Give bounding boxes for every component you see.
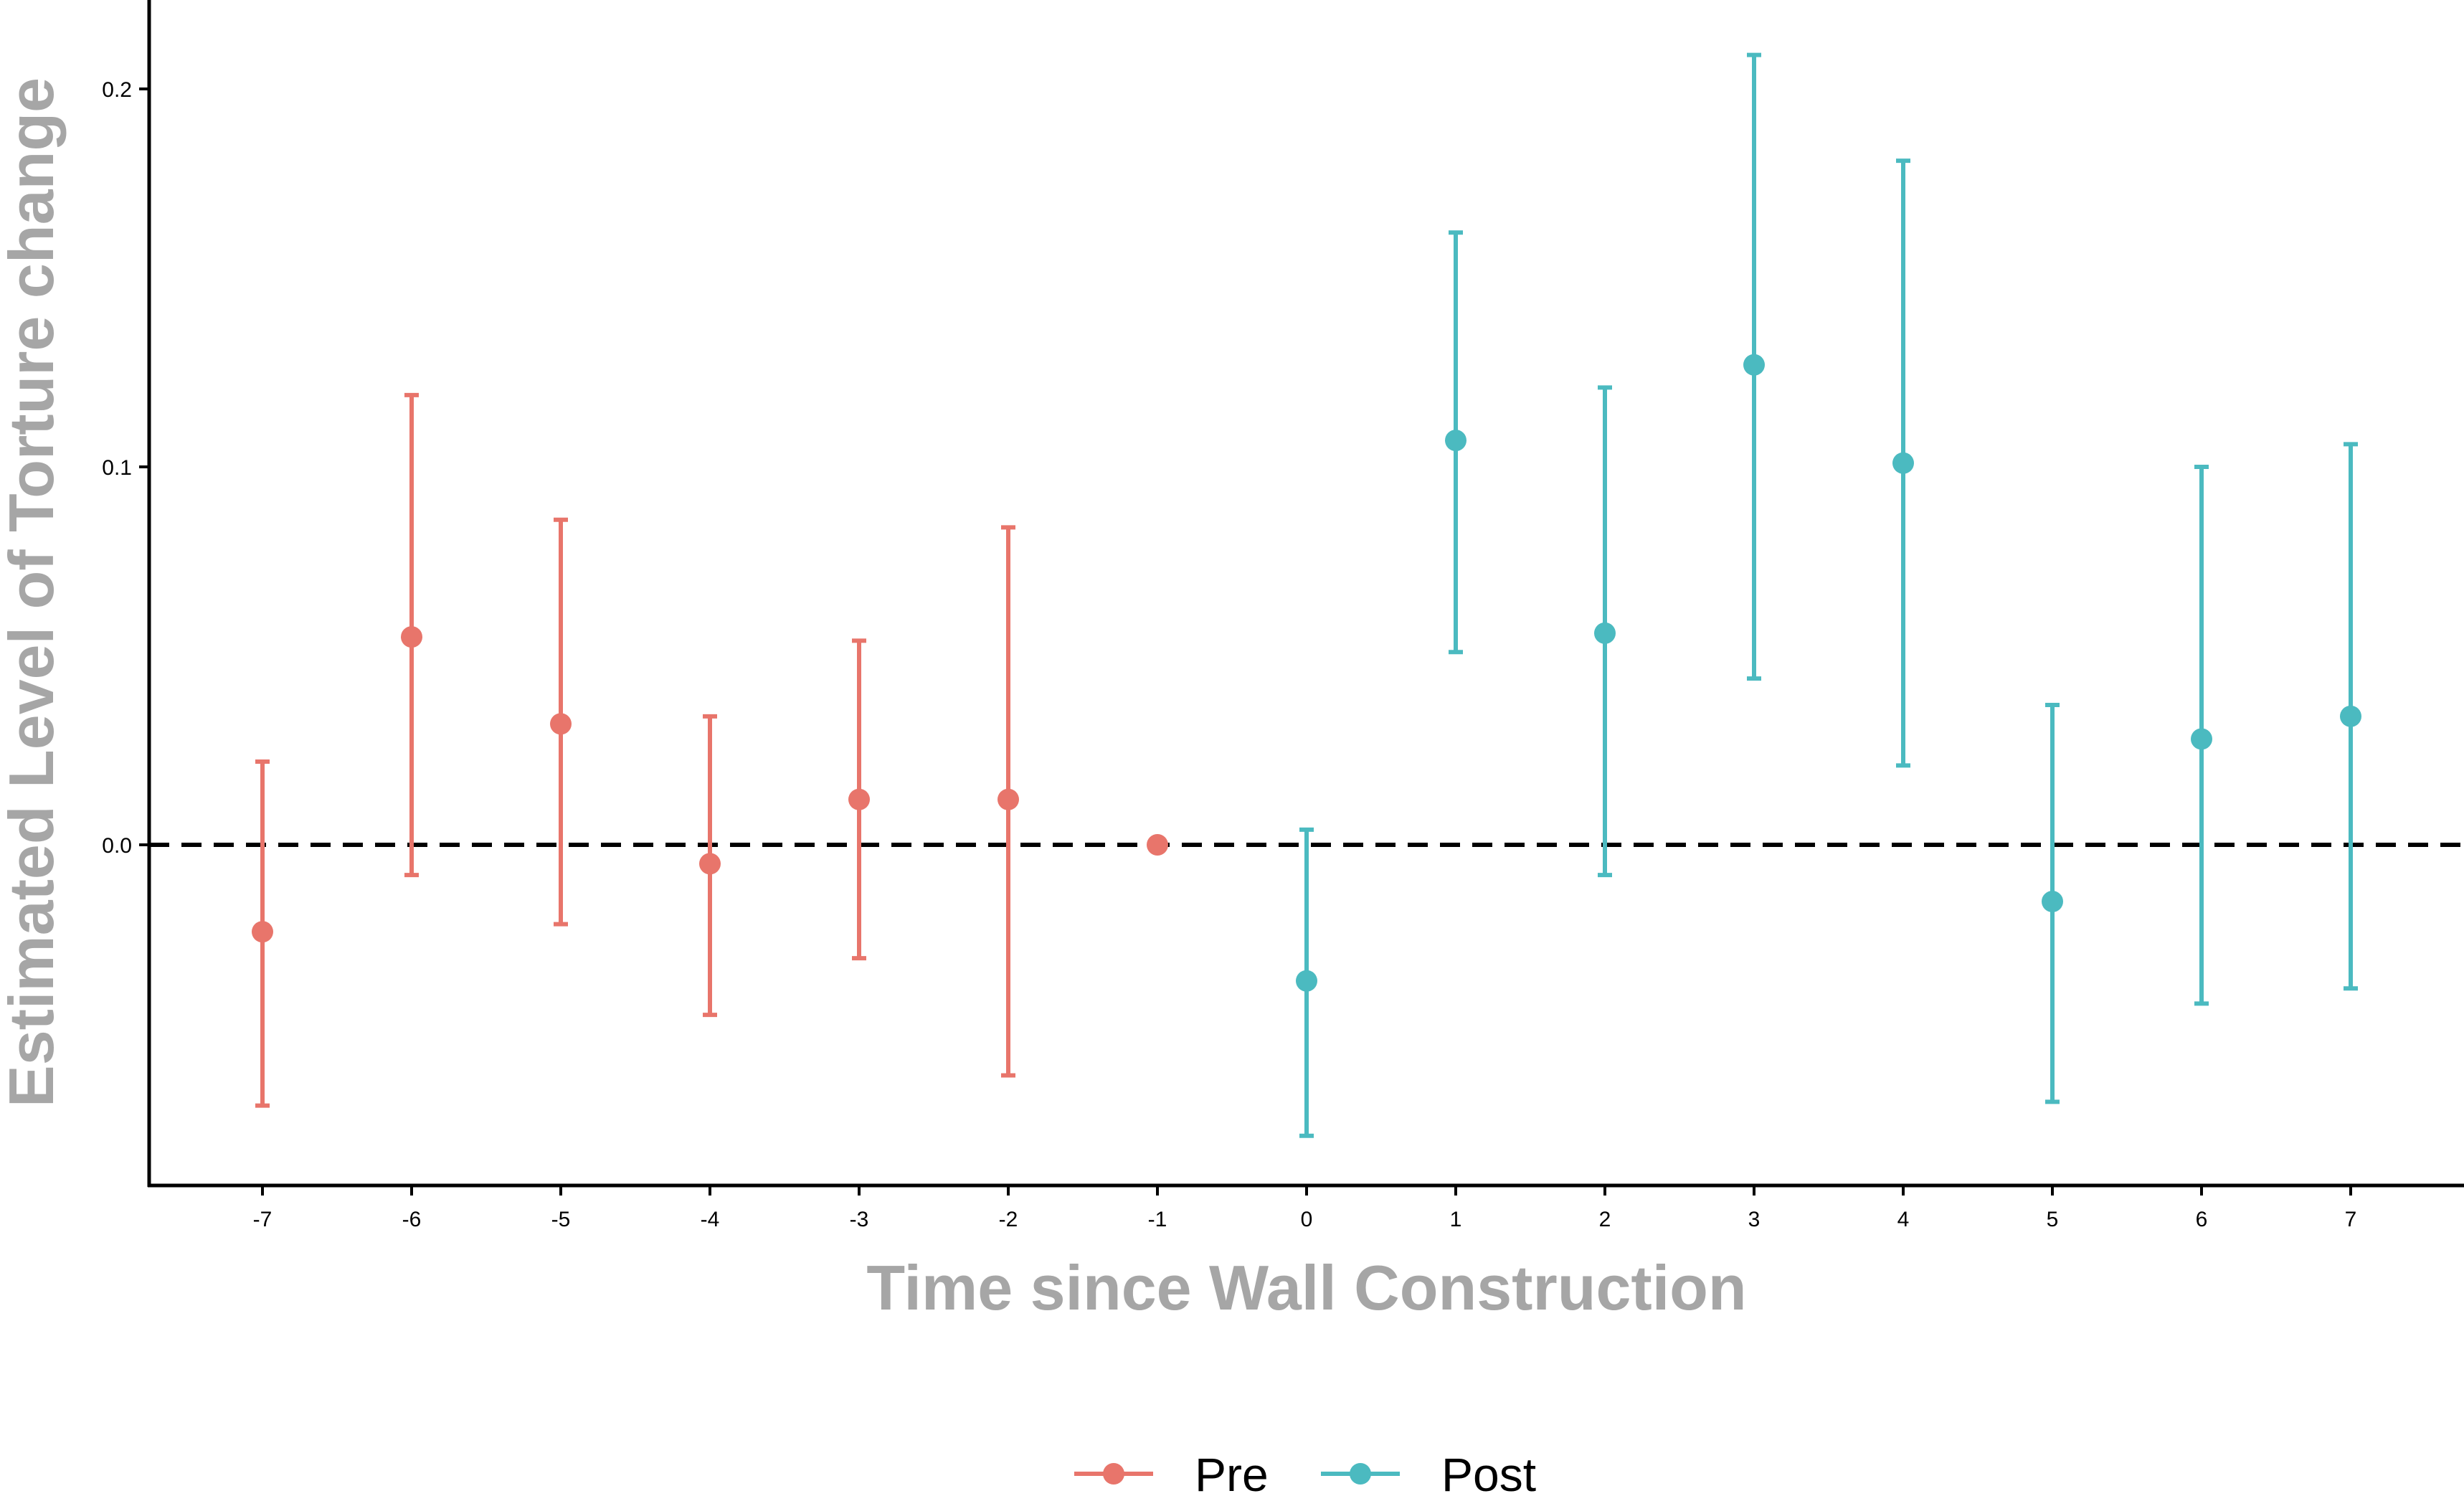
y-tick-label: 0.1 [102, 456, 132, 480]
x-tick-label: 7 [2345, 1208, 2357, 1231]
data-point [252, 921, 273, 943]
x-tick-label: 4 [1897, 1208, 1910, 1231]
y-tick-label: 0.2 [102, 78, 132, 102]
data-point [1147, 834, 1168, 856]
series-pre [252, 392, 1168, 1108]
legend-key-point [1350, 1463, 1371, 1485]
x-tick-label: 1 [1450, 1208, 1462, 1231]
x-tick-label: -1 [1148, 1208, 1167, 1231]
series-post [1296, 52, 2361, 1138]
axes: 0.0 0.1 0.2 -7 -6 -5 -4 -3 -2 -1 0 1 2 3 4 5 6 7 [102, 0, 2464, 1231]
x-tick-label: -6 [402, 1208, 422, 1231]
data-point [1296, 970, 1317, 992]
data-point [1594, 622, 1616, 644]
x-tick-label: 2 [1599, 1208, 1611, 1231]
x-tick-label: -7 [253, 1208, 273, 1231]
data-marks [252, 52, 2361, 1138]
x-tick-label: -4 [701, 1208, 720, 1231]
legend-item-pre: Pre [1074, 1448, 1269, 1496]
data-point [998, 788, 1019, 810]
data-point [1743, 354, 1765, 376]
data-point [550, 713, 572, 735]
data-point [699, 853, 721, 875]
data-point [2042, 891, 2063, 913]
data-point [848, 788, 870, 810]
data-point [1445, 430, 1466, 452]
data-point [1892, 452, 1914, 474]
x-tick-label: -2 [999, 1208, 1018, 1231]
data-point [2340, 705, 2361, 727]
x-tick-label: 3 [1748, 1208, 1761, 1231]
legend-label: Pre [1195, 1448, 1269, 1496]
legend-item-post: Post [1321, 1448, 1536, 1496]
x-tick-label: 6 [2196, 1208, 2208, 1231]
legend-key-point [1103, 1463, 1124, 1485]
x-tick-label: 0 [1301, 1208, 1313, 1231]
y-axis-title: Estimated Level of Torture change [0, 77, 67, 1107]
x-axis-title: Time since Wall Construction [866, 1252, 1746, 1323]
data-point [2191, 728, 2212, 750]
x-tick-label: -5 [551, 1208, 571, 1231]
legend-label: Post [1441, 1448, 1536, 1496]
legend: Pre Post [1074, 1448, 1536, 1496]
x-tick-label: 5 [2047, 1208, 2059, 1231]
y-tick-label: 0.0 [102, 834, 132, 858]
x-tick-label: -3 [850, 1208, 869, 1231]
data-point [401, 626, 422, 648]
